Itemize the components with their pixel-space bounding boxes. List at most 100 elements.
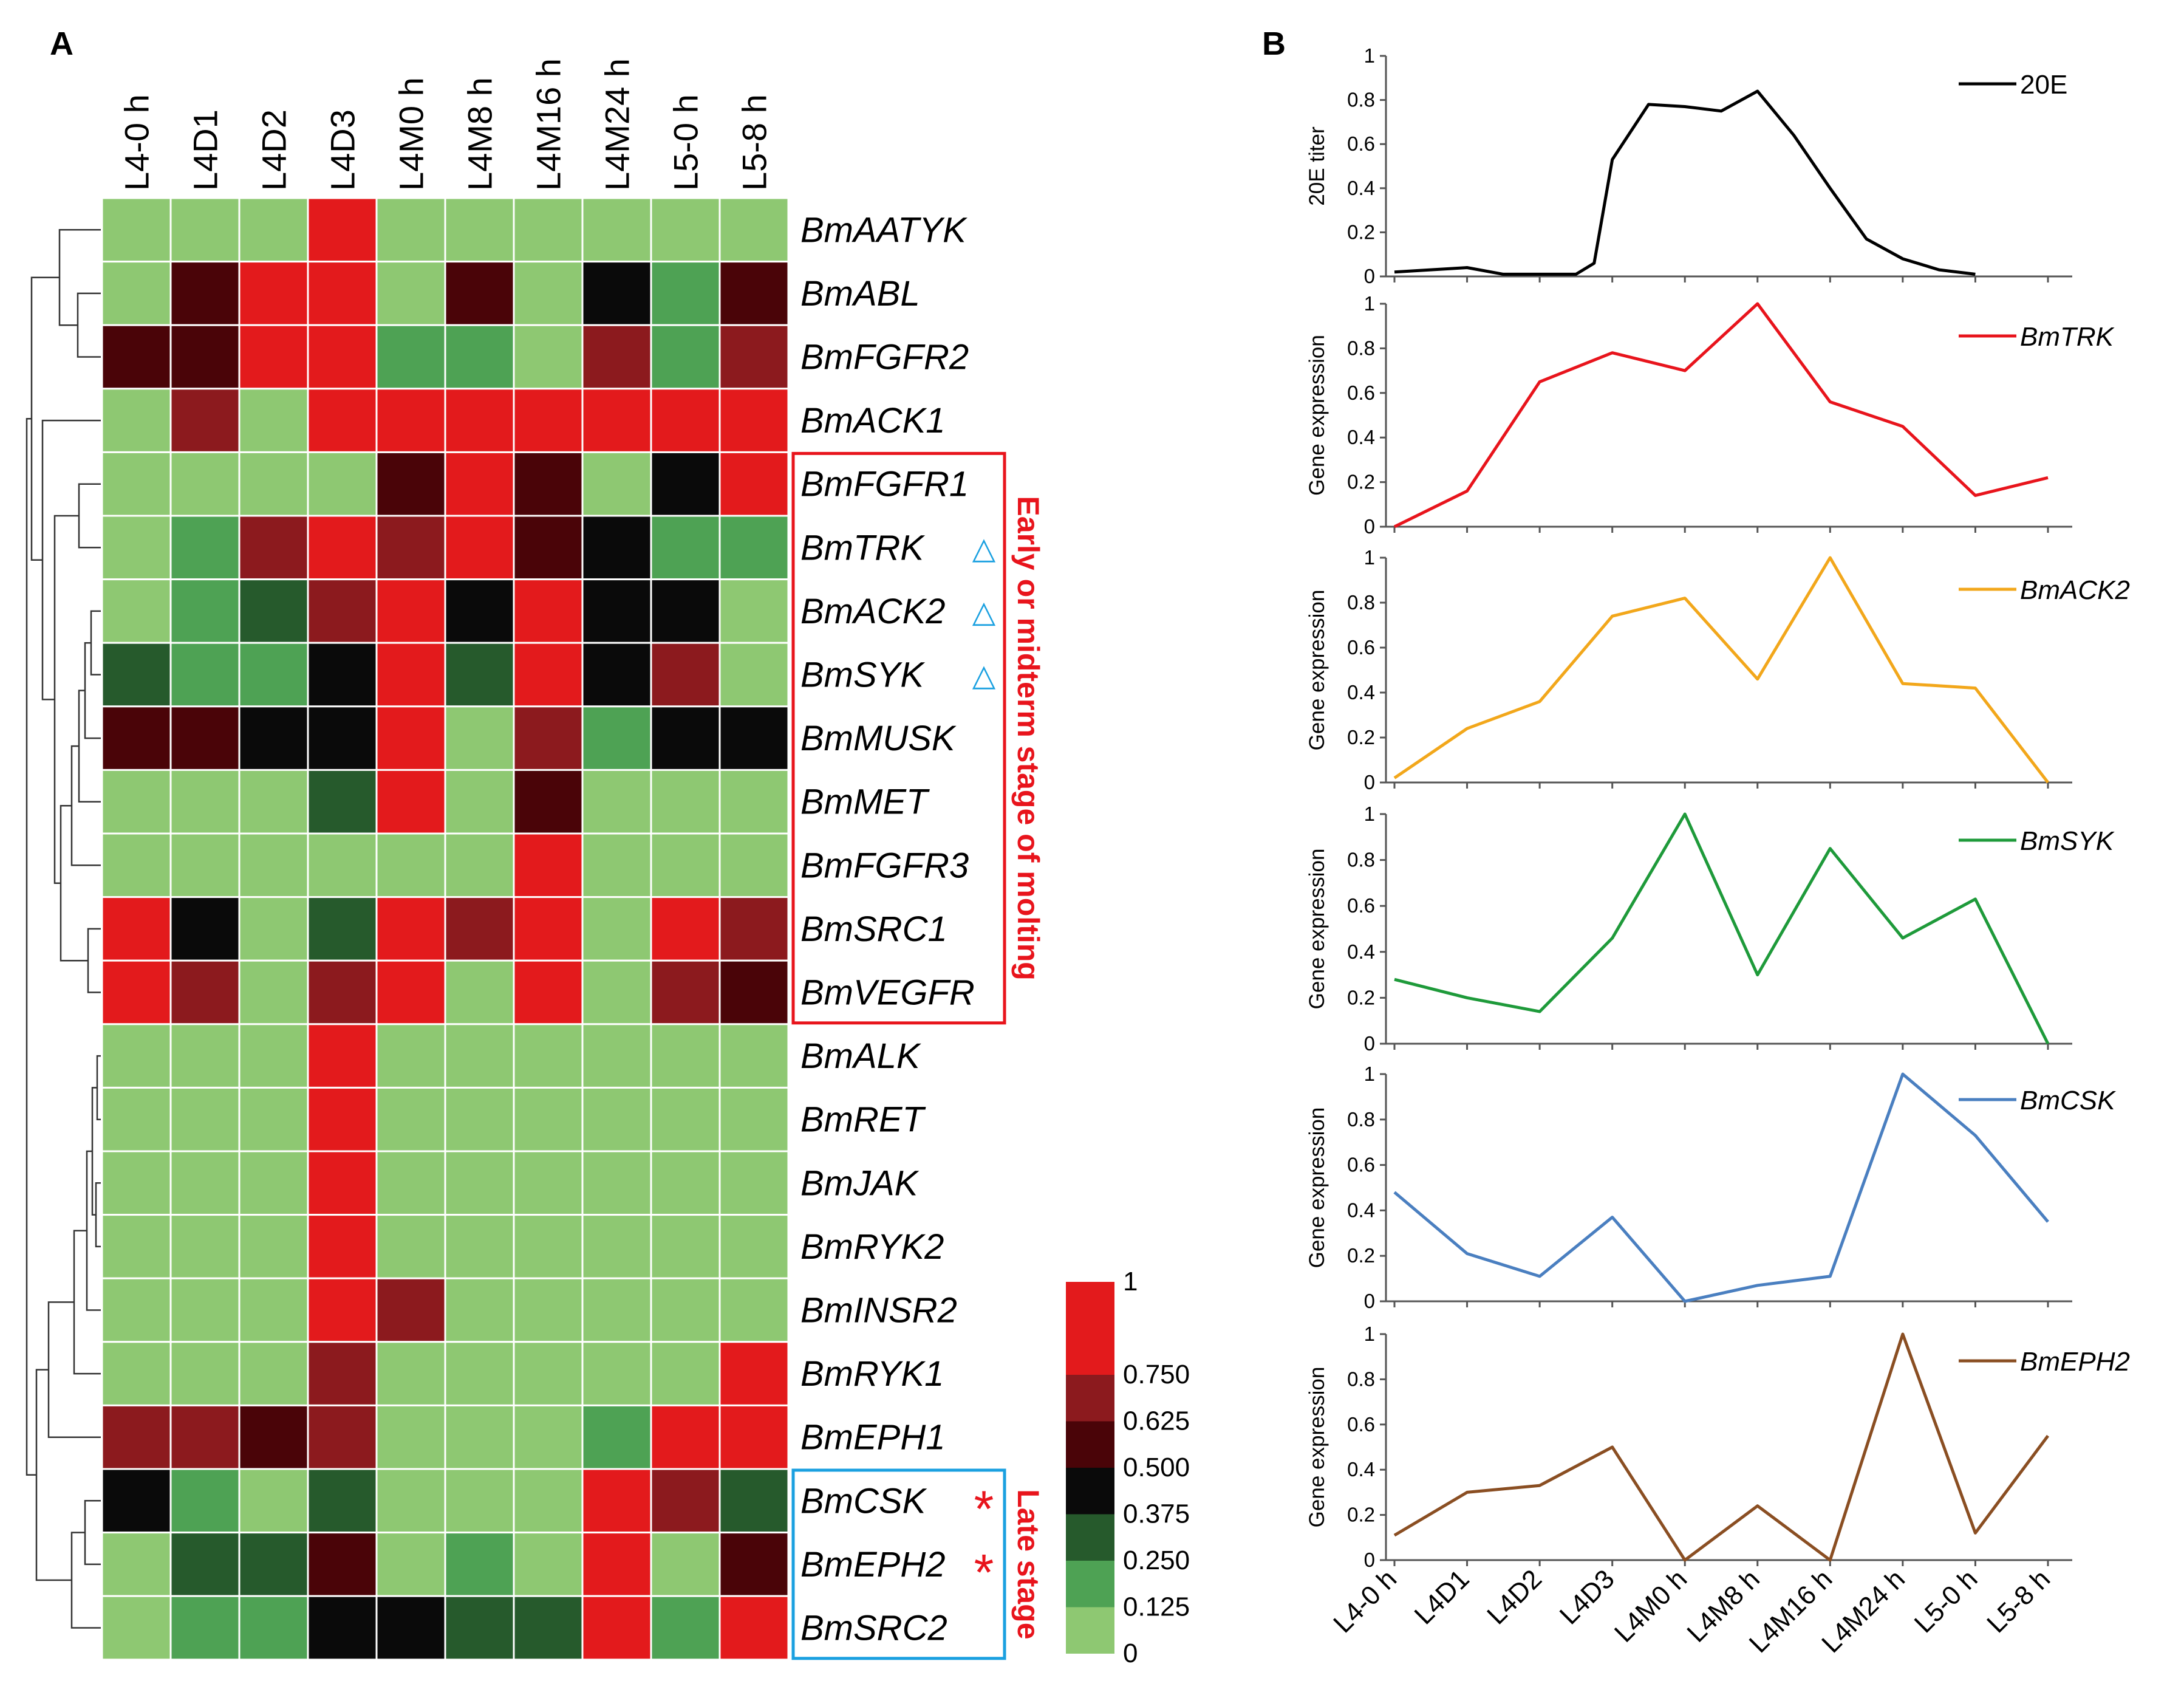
heatmap-cell — [238, 896, 309, 962]
heatmap-cell — [101, 959, 172, 1025]
dendrogram-branch — [86, 1150, 101, 1311]
heatmap-cell — [650, 769, 721, 835]
dendrogram-branch — [58, 229, 101, 326]
dendrogram-branch — [77, 292, 101, 358]
heatmap-cell — [101, 896, 172, 962]
legend-tick-label: 0.250 — [1123, 1546, 1190, 1575]
y-axis-label: Gene expression — [1305, 590, 1329, 751]
heatmap-cell — [238, 959, 309, 1025]
heatmap-cell — [513, 1023, 584, 1089]
heatmap-dendrogram — [26, 229, 101, 1629]
series-line-BmTRK — [1393, 302, 2049, 529]
dendrogram-branch — [87, 928, 101, 993]
heatmap-cell — [375, 578, 446, 644]
dendrogram-branch — [70, 1532, 101, 1629]
y-tick-label: 0.2 — [1347, 221, 1375, 243]
y-tick-label: 0.6 — [1347, 382, 1375, 404]
heatmap-cell — [169, 324, 241, 390]
heatmap-cell — [513, 578, 584, 644]
legend-entry: BmACK2 — [2020, 575, 2130, 605]
heatmap-cell — [581, 705, 652, 771]
heatmap-column-label: L4M16 h — [530, 58, 568, 191]
heatmap-cell — [581, 1023, 652, 1089]
dendrogram-branch — [26, 417, 36, 1476]
heatmap-cell — [444, 1086, 515, 1152]
y-tick-label: 1 — [1364, 546, 1375, 569]
heatmap-cell — [375, 1150, 446, 1216]
heatmap-cell — [375, 1214, 446, 1279]
y-tick-label: 0.6 — [1347, 1413, 1375, 1436]
heatmap-cell — [238, 1214, 309, 1279]
series-line-BmEPH2 — [1393, 1332, 2050, 1562]
heatmap-cell — [307, 578, 378, 644]
heatmap-cell — [375, 959, 446, 1025]
heatmap-cell — [238, 832, 309, 899]
line-panel-4: 0 0.2 0.4 0.6 0.8 1 Gene expression BmSYK — [1305, 803, 2115, 1055]
heatmap-cell — [444, 1150, 515, 1216]
heatmap-cell — [581, 515, 652, 581]
heatmap-cell — [238, 197, 309, 263]
heatmap-row-label: BmINSR2 — [800, 1291, 957, 1330]
heatmap-row-label: BmALK — [800, 1036, 921, 1076]
x-tick-label: L4D1 — [1409, 1564, 1475, 1630]
heatmap-cell — [307, 515, 378, 581]
dendrogram-branch — [78, 690, 101, 803]
heatmap-cell — [238, 1086, 309, 1152]
heatmap-cell — [718, 1023, 790, 1089]
heatmap-cell — [307, 959, 378, 1025]
heatmap-cell — [169, 769, 241, 835]
dendrogram-branch — [96, 1055, 101, 1120]
heatmap-cell — [513, 1150, 584, 1216]
y-tick-label: 0.8 — [1347, 849, 1375, 871]
legend-swatch — [1066, 1607, 1114, 1654]
heatmap-row-label: BmCSK — [800, 1481, 927, 1521]
heatmap-cell — [101, 1404, 172, 1470]
heatmap-cell — [513, 1595, 584, 1661]
x-tick-label: L5-0 h — [1909, 1564, 1984, 1638]
heatmap-cell — [169, 1277, 241, 1343]
line-panel-1: 0 0.2 0.4 0.6 0.8 1 20E titer 20E — [1305, 44, 2072, 287]
heatmap-cell — [444, 896, 515, 962]
heatmap-cell — [375, 1532, 446, 1597]
heatmap-cell — [375, 1404, 446, 1470]
heatmap-cell — [513, 642, 584, 708]
heatmap-cell — [581, 1468, 652, 1534]
heatmap-cell — [101, 642, 172, 708]
heatmap-cell — [513, 261, 584, 326]
heatmap-cell — [307, 1468, 378, 1534]
heatmap-cell — [650, 261, 721, 326]
y-tick-label: 0.6 — [1347, 1154, 1375, 1176]
heatmap-column-label: L4D3 — [324, 109, 362, 191]
heatmap-cell — [718, 388, 790, 453]
heatmap-cell — [101, 324, 172, 390]
heatmap-cell — [307, 1532, 378, 1597]
y-tick-label: 0 — [1364, 515, 1375, 538]
heatmap-cell — [513, 388, 584, 453]
heatmap-cell — [650, 832, 721, 899]
heatmap-cell — [444, 959, 515, 1025]
heatmap-cell — [581, 1532, 652, 1597]
heatmap-column-label: L4D1 — [186, 109, 225, 191]
heatmap-cell — [650, 642, 721, 708]
y-tick-label: 0.4 — [1347, 1199, 1375, 1221]
heatmap-cell — [307, 324, 378, 390]
heatmap-cell — [101, 1341, 172, 1406]
heatmap-cell — [513, 1468, 584, 1534]
heatmap-cell — [650, 1023, 721, 1089]
heatmap-cell — [718, 959, 790, 1025]
legend-swatch — [1066, 1375, 1114, 1422]
heatmap-cell — [307, 832, 378, 899]
y-tick-label: 0 — [1364, 1032, 1375, 1055]
heatmap-cell — [101, 1468, 172, 1534]
heatmap-row-label: BmACK2 — [800, 592, 946, 631]
heatmap-row-label: BmEPH2 — [800, 1545, 946, 1584]
heatmap-cell — [238, 388, 309, 453]
late-stage-group-label: Late stage — [1011, 1489, 1045, 1639]
series-line-BmSYK — [1394, 812, 2050, 1045]
heatmap-cell — [650, 1086, 721, 1152]
y-axis-label: 20E titer — [1305, 126, 1329, 206]
y-axis-label: Gene expression — [1305, 1367, 1329, 1528]
heatmap-cell — [444, 1468, 515, 1534]
heatmap-cell — [375, 896, 446, 962]
heatmap-cell — [718, 1341, 790, 1406]
